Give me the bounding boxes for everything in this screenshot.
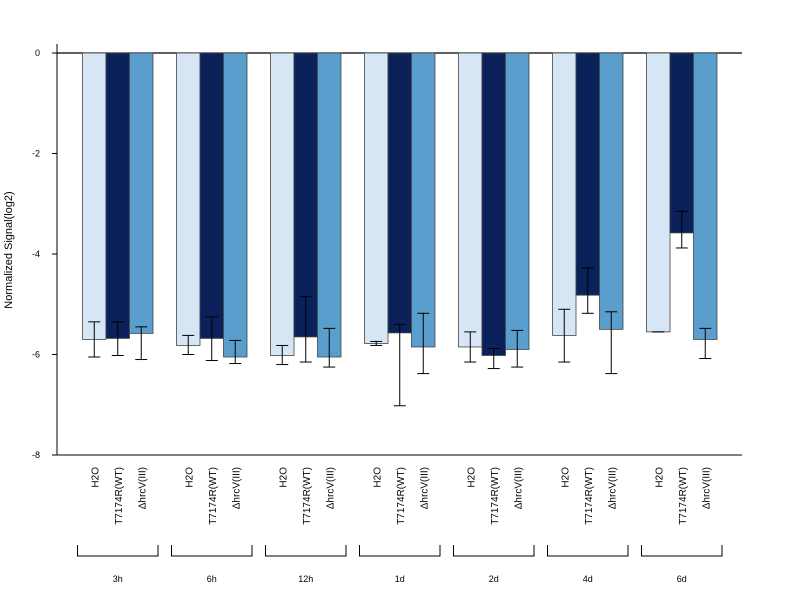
series-label: H2O — [466, 467, 477, 488]
series-label: T7174R(WT) — [678, 467, 689, 525]
bar — [481, 52, 506, 356]
series-label: T7174R(WT) — [208, 467, 219, 525]
bar — [575, 52, 600, 296]
group-label: 2d — [489, 574, 499, 584]
bar — [105, 52, 130, 339]
bar — [293, 52, 318, 338]
bar — [317, 52, 342, 358]
series-label: ΔhrcV(III) — [325, 467, 336, 509]
y-tick-label: 0 — [35, 48, 40, 58]
bar — [387, 52, 412, 334]
series-label: ΔhrcV(III) — [513, 467, 524, 509]
series-label: T7174R(WT) — [114, 467, 125, 525]
bar — [552, 52, 577, 336]
group-bracket — [641, 545, 723, 557]
bar — [693, 52, 718, 340]
error-bars — [88, 210, 712, 407]
bar — [669, 52, 694, 234]
series-label: ΔhrcV(III) — [231, 467, 242, 509]
y-tick-label: -6 — [32, 350, 40, 360]
group-label: 4d — [583, 574, 593, 584]
series-label: H2O — [654, 467, 665, 488]
series-label: ΔhrcV(III) — [137, 467, 148, 509]
bar — [599, 52, 624, 330]
y-tick-label: -8 — [32, 450, 40, 460]
bar — [223, 52, 248, 358]
bar — [646, 52, 671, 333]
bar — [458, 52, 483, 348]
bar — [82, 52, 107, 340]
series-label: T7174R(WT) — [490, 467, 501, 525]
series-label: T7174R(WT) — [584, 467, 595, 525]
series-label: H2O — [184, 467, 195, 488]
category-labels: H2O T7174R(WT) ΔhrcV(III) 3h H2O T7174R(WT) Δh… — [77, 467, 723, 584]
group-label: 6h — [207, 574, 217, 584]
series-label: H2O — [90, 467, 101, 488]
bar — [270, 52, 295, 356]
group-label: 6d — [677, 574, 687, 584]
bar — [176, 52, 201, 346]
series-label: H2O — [560, 467, 571, 488]
group-bracket — [265, 545, 347, 557]
group-label: 3h — [113, 574, 123, 584]
series-label: ΔhrcV(III) — [607, 467, 618, 509]
series-label: H2O — [278, 467, 289, 488]
group-bracket — [77, 545, 159, 557]
group-label: 1d — [395, 574, 405, 584]
bar — [199, 52, 224, 339]
bars — [82, 52, 718, 358]
group-bracket — [359, 545, 441, 557]
series-label: H2O — [372, 467, 383, 488]
bar — [129, 52, 154, 334]
bar — [364, 52, 389, 344]
y-tick-label: -2 — [32, 149, 40, 159]
group-label: 12h — [298, 574, 313, 584]
bar — [505, 52, 530, 350]
y-tick-label: -4 — [32, 249, 40, 259]
group-bracket — [453, 545, 535, 557]
series-label: T7174R(WT) — [302, 467, 313, 525]
series-label: ΔhrcV(III) — [701, 467, 712, 509]
y-axis-label: Normalized Signal(log2) — [3, 191, 15, 308]
group-bracket — [171, 545, 253, 557]
series-label: T7174R(WT) — [396, 467, 407, 525]
group-bracket — [547, 545, 629, 557]
bar — [411, 52, 436, 348]
series-label: ΔhrcV(III) — [419, 467, 430, 509]
